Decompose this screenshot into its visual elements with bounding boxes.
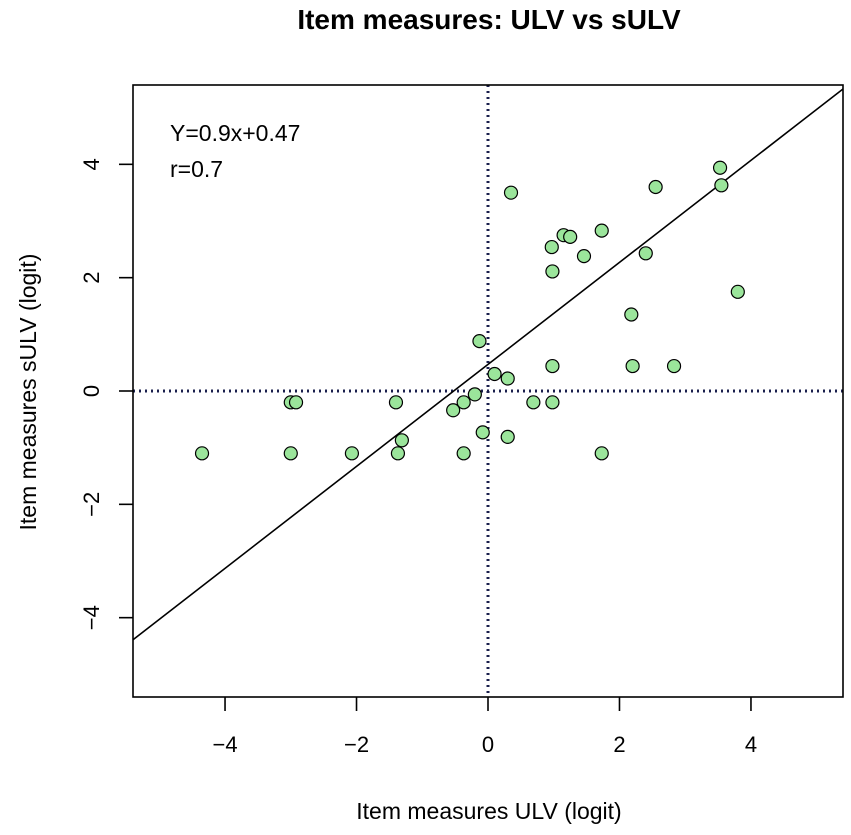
x-tick-label: −2 [344,732,369,757]
data-point [714,178,729,193]
data-point [194,446,210,461]
data-point [638,246,653,261]
data-point [545,395,560,410]
data-point [576,249,592,264]
data-point [456,446,471,461]
data-point [648,179,663,195]
data-point [624,307,639,322]
data-point [288,395,304,410]
data-point [487,366,502,382]
y-tick-label: 2 [79,272,104,284]
data-point [730,284,745,299]
y-tick-label: 0 [79,385,104,397]
y-axis-title: Item measures sULV (logit) [15,254,41,531]
y-tick-label: −4 [79,605,104,630]
data-point [467,387,482,402]
data-point [500,371,515,386]
regression-line [133,88,843,641]
data-point [563,229,578,244]
data-point [666,358,682,374]
data-point [456,395,471,410]
x-tick-label: −4 [212,732,237,757]
data-point [283,446,298,461]
data-point [594,223,609,238]
data-point [544,239,559,255]
correlation-label: r=0.7 [170,156,223,182]
data-point [394,433,409,448]
axes: −4 −2 0 2 4 −4 −2 0 2 4 [79,84,844,757]
y-tick-label: −2 [79,492,104,517]
data-point [526,395,541,410]
y-tick-label: 4 [79,158,104,170]
plot-area [133,85,843,697]
data-point [500,429,515,444]
chart-title: Item measures: ULV vs sULV [297,4,681,35]
x-axis-title: Item measures ULV (logit) [356,798,621,824]
data-point [712,160,728,175]
x-tick-label: 2 [613,732,625,757]
x-tick-label: 0 [482,732,494,757]
data-point [390,446,406,461]
data-point [545,264,560,279]
data-point [503,185,519,200]
data-point [594,446,609,461]
data-point [446,403,461,418]
data-point [388,395,404,410]
data-point [344,446,360,461]
data-point [625,358,640,374]
data-point [475,425,490,440]
data-point [545,358,560,374]
data-point [472,334,487,349]
regression-equation-label: Y=0.9x+0.47 [170,120,300,146]
x-tick-label: 4 [745,732,757,757]
